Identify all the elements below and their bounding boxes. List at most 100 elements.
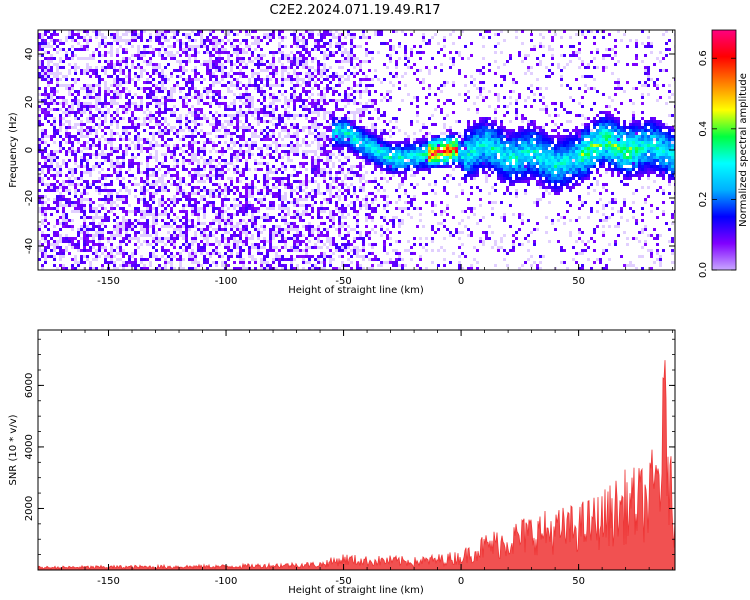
heatmap-cell: [59, 150, 62, 153]
heatmap-cell: [308, 120, 311, 123]
heatmap-cell: [314, 69, 317, 72]
heatmap-cell: [137, 126, 140, 129]
heatmap-cell: [59, 84, 62, 87]
heatmap-cell: [149, 81, 152, 84]
heatmap-cell: [326, 216, 329, 219]
heatmap-cell: [158, 105, 161, 108]
heatmap-cell: [110, 141, 113, 144]
heatmap-cell: [263, 198, 266, 201]
heatmap-cell: [95, 135, 98, 138]
heatmap-cell: [224, 141, 227, 144]
heatmap-cell: [68, 57, 71, 60]
heatmap-cell: [197, 90, 200, 93]
heatmap-cell: [215, 159, 218, 162]
heatmap-cell: [224, 237, 227, 240]
heatmap-cell: [344, 135, 347, 138]
heatmap-cell: [122, 60, 125, 63]
heatmap-cell: [125, 198, 128, 201]
heatmap-cell: [242, 39, 245, 42]
heatmap-cell: [266, 153, 269, 156]
heatmap-cell: [164, 201, 167, 204]
heatmap-cell: [104, 126, 107, 129]
heatmap-cell: [281, 51, 284, 54]
heatmap-cell: [239, 114, 242, 117]
heatmap-cell: [374, 75, 377, 78]
heatmap-cell: [359, 108, 362, 111]
heatmap-cell: [140, 198, 143, 201]
heatmap-cell: [365, 147, 368, 150]
heatmap-cell: [47, 171, 50, 174]
heatmap-cell: [284, 135, 287, 138]
heatmap-cell: [305, 168, 308, 171]
heatmap-cell: [332, 225, 335, 228]
heatmap-cell: [191, 267, 194, 270]
heatmap-cell: [80, 174, 83, 177]
heatmap-cell: [38, 225, 41, 228]
heatmap-cell: [53, 183, 56, 186]
heatmap-cell: [134, 183, 137, 186]
heatmap-cell: [53, 72, 56, 75]
heatmap-cell: [320, 36, 323, 39]
heatmap-cell: [38, 168, 41, 171]
heatmap-cell: [116, 225, 119, 228]
heatmap-cell: [221, 228, 224, 231]
heatmap-cell: [188, 192, 191, 195]
heatmap-cell: [116, 204, 119, 207]
heatmap-cell: [251, 192, 254, 195]
heatmap-cell: [284, 264, 287, 267]
heatmap-cell: [164, 267, 167, 270]
heatmap-cell: [224, 72, 227, 75]
heatmap-cell: [53, 39, 56, 42]
heatmap-cell: [56, 129, 59, 132]
heatmap-cell: [254, 129, 257, 132]
heatmap-cell: [59, 120, 62, 123]
heatmap-cell: [170, 87, 173, 90]
heatmap-cell: [347, 150, 350, 153]
heatmap-cell: [311, 195, 314, 198]
heatmap-cell: [77, 249, 80, 252]
heatmap-cell: [152, 216, 155, 219]
heatmap-cell: [131, 222, 134, 225]
heatmap-cell: [248, 252, 251, 255]
heatmap-cell: [209, 252, 212, 255]
heatmap-cell: [341, 264, 344, 267]
heatmap-cell: [284, 207, 287, 210]
heatmap-cell: [284, 114, 287, 117]
heatmap-cell: [317, 102, 320, 105]
heatmap-cell: [236, 141, 239, 144]
heatmap-cell: [260, 264, 263, 267]
heatmap-cell: [83, 180, 86, 183]
heatmap-cell: [170, 261, 173, 264]
heatmap-cell: [374, 177, 377, 180]
heatmap-cell: [368, 78, 371, 81]
heatmap-cell: [92, 72, 95, 75]
heatmap-cell: [182, 216, 185, 219]
heatmap-cell: [161, 210, 164, 213]
heatmap-cell: [266, 66, 269, 69]
heatmap-cell: [137, 57, 140, 60]
heatmap-cell: [338, 36, 341, 39]
heatmap-cell: [221, 165, 224, 168]
heatmap-cell: [170, 75, 173, 78]
heatmap-cell: [332, 123, 335, 126]
heatmap-cell: [56, 63, 59, 66]
heatmap-cell: [221, 123, 224, 126]
heatmap-cell: [164, 105, 167, 108]
heatmap-cell: [53, 156, 56, 159]
heatmap-cell: [341, 183, 344, 186]
heatmap-cell: [302, 66, 305, 69]
heatmap-cell: [68, 63, 71, 66]
heatmap-cell: [221, 96, 224, 99]
heatmap-cell: [101, 216, 104, 219]
heatmap-cell: [188, 171, 191, 174]
heatmap-cell: [323, 99, 326, 102]
heatmap-cell: [227, 75, 230, 78]
heatmap-cell: [305, 75, 308, 78]
heatmap-cell: [41, 78, 44, 81]
heatmap-cell: [191, 261, 194, 264]
heatmap-cell: [182, 207, 185, 210]
heatmap-cell: [290, 195, 293, 198]
heatmap-cell: [53, 174, 56, 177]
heatmap-cell: [293, 144, 296, 147]
heatmap-cell: [71, 135, 74, 138]
